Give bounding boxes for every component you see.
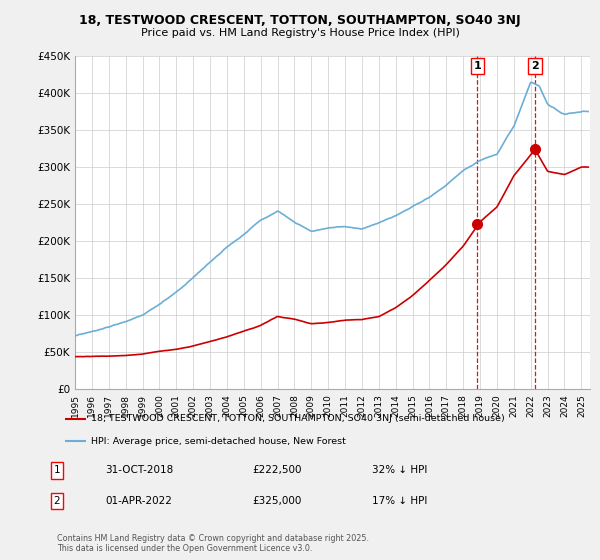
Text: 32% ↓ HPI: 32% ↓ HPI bbox=[372, 465, 427, 475]
Text: £325,000: £325,000 bbox=[252, 496, 301, 506]
Text: 17% ↓ HPI: 17% ↓ HPI bbox=[372, 496, 427, 506]
Text: 01-APR-2022: 01-APR-2022 bbox=[105, 496, 172, 506]
Text: Price paid vs. HM Land Registry's House Price Index (HPI): Price paid vs. HM Land Registry's House … bbox=[140, 28, 460, 38]
Text: 1: 1 bbox=[53, 465, 61, 475]
Text: Contains HM Land Registry data © Crown copyright and database right 2025.
This d: Contains HM Land Registry data © Crown c… bbox=[57, 534, 369, 553]
Text: 1: 1 bbox=[473, 61, 481, 71]
Text: 2: 2 bbox=[531, 61, 539, 71]
Text: £222,500: £222,500 bbox=[252, 465, 302, 475]
Text: HPI: Average price, semi-detached house, New Forest: HPI: Average price, semi-detached house,… bbox=[91, 437, 346, 446]
Text: 18, TESTWOOD CRESCENT, TOTTON, SOUTHAMPTON, SO40 3NJ (semi-detached house): 18, TESTWOOD CRESCENT, TOTTON, SOUTHAMPT… bbox=[91, 414, 505, 423]
Text: 18, TESTWOOD CRESCENT, TOTTON, SOUTHAMPTON, SO40 3NJ: 18, TESTWOOD CRESCENT, TOTTON, SOUTHAMPT… bbox=[79, 14, 521, 27]
Text: 2: 2 bbox=[53, 496, 61, 506]
Text: 31-OCT-2018: 31-OCT-2018 bbox=[105, 465, 173, 475]
